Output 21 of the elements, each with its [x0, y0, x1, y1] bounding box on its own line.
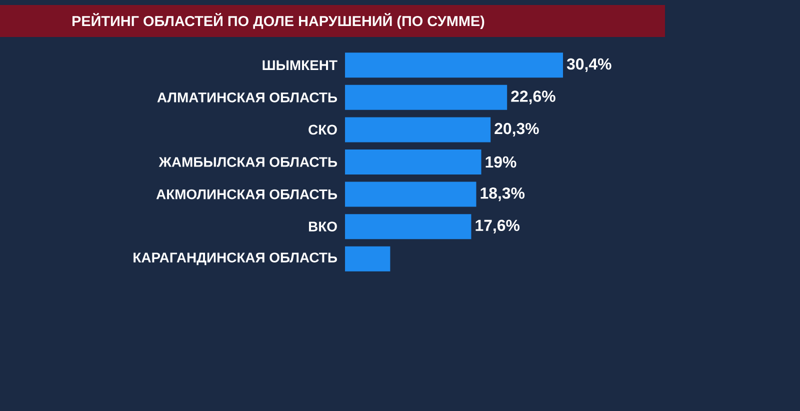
- bar: [345, 246, 390, 272]
- y-tick-label: ЖАМБЫЛСКАЯ ОБЛАСТЬ: [158, 157, 338, 167]
- y-tick-label: АКМОЛИНСКАЯ ОБЛАСТЬ: [156, 189, 338, 200]
- y-tick-label: СКО: [308, 124, 337, 135]
- bar: [345, 150, 482, 174]
- bar: [345, 52, 564, 78]
- data-label: 17,6%: [476, 220, 520, 234]
- y-tick-label: КАРАГАНДИНСКАЯ ОБЛАСТЬ: [134, 252, 337, 266]
- bar: [345, 84, 508, 110]
- data-label: 20,3%: [494, 122, 539, 137]
- bar: [345, 182, 476, 207]
- y-tick-label: ВКО: [308, 222, 337, 232]
- y-tick-label: АЛМАТИНСКАЯ ОБЛАСТЬ: [157, 92, 337, 102]
- data-label: 18,3%: [480, 187, 525, 202]
- y-tick-label: ШЫМКЕНТ: [262, 60, 338, 70]
- bar: [345, 117, 491, 142]
- chart-title: РЕЙТИНГ ОБЛАСТЕЙ ПО ДОЛЕ НАРУШЕНИЙ (ПО СУММЕ): [72, 12, 484, 30]
- data-label: 19%: [486, 156, 516, 168]
- data-label: 30,4%: [566, 58, 612, 72]
- bar: [345, 214, 472, 240]
- data-label: 22,6%: [511, 90, 556, 104]
